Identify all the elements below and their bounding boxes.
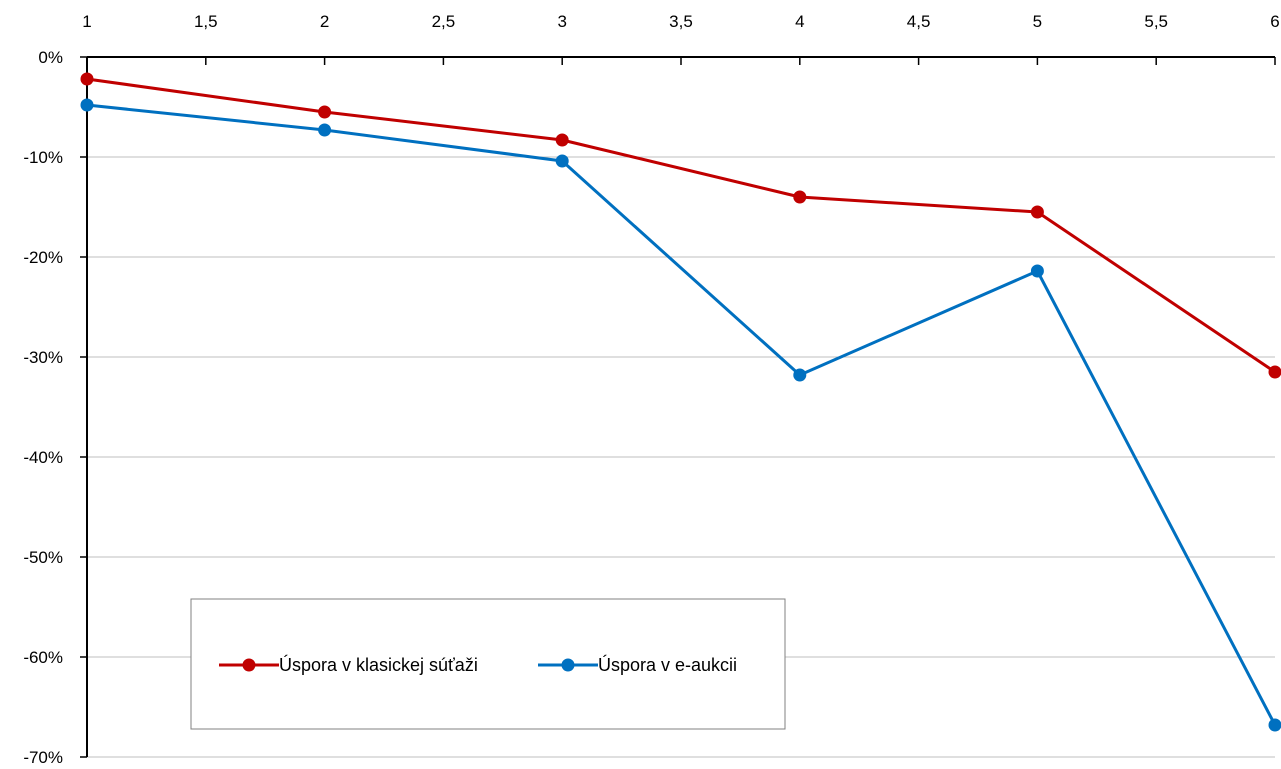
data-point [318,123,332,137]
data-point [80,98,94,112]
data-point [555,133,569,147]
x-tick-label: 3 [557,12,566,31]
legend-box [190,598,786,730]
data-point [1030,264,1044,278]
y-tick-label: 0% [38,48,63,67]
x-tick-label: 1 [82,12,91,31]
x-tick-label: 4 [795,12,804,31]
y-tick-label: -50% [23,548,63,567]
y-tick-label: -70% [23,748,63,767]
data-point [318,105,332,119]
y-tick-label: -40% [23,448,63,467]
x-tick-label: 2 [320,12,329,31]
x-tick-label: 3,5 [669,12,693,31]
y-tick-label: -60% [23,648,63,667]
data-point [793,368,807,382]
tick-labels: 1 1,5 2 2,5 3 3,5 4 4,5 5 5,5 6 0% -10% -20% -30% -40% -… [23,12,1279,767]
series-line-1 [86,103,1277,726]
y-tick-label: -20% [23,248,63,267]
y-tick-label: -30% [23,348,63,367]
data-point [80,72,94,86]
legend-swatch-marker-classic [242,658,256,672]
series-group [80,72,1281,732]
legend-swatch-marker-eauction [561,658,575,672]
y-tick-label: -10% [23,148,63,167]
data-point [555,154,569,168]
x-tick-label: 5 [1033,12,1042,31]
data-point [1268,718,1281,732]
x-tick-label: 2,5 [432,12,456,31]
series-line-0 [86,77,1276,374]
data-point [1268,365,1281,379]
x-tick-label: 6 [1270,12,1279,31]
data-point [793,190,807,204]
legend-label-classic: Úspora v klasickej súťaži [279,654,478,675]
x-tick-label: 1,5 [194,12,218,31]
legend-label-eauction: Úspora v e-aukcii [598,654,737,675]
data-point [1030,205,1044,219]
x-tick-label: 4,5 [907,12,931,31]
legend: Úspora v klasickej súťaži Úspora v e-auk… [190,598,786,730]
axes [80,56,1276,758]
x-tick-label: 5,5 [1144,12,1168,31]
